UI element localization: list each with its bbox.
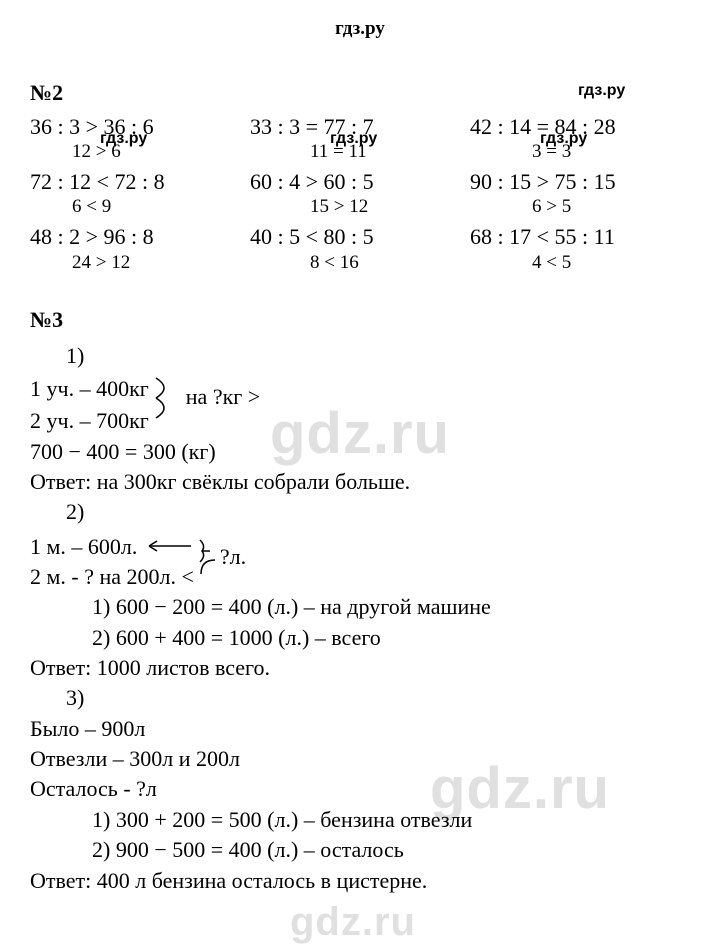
site-title: гдз.ру [30,18,690,40]
bracket-label: на ?кг > [186,384,260,409]
step-line: 1) 300 + 200 = 500 (л.) – бензина отвезл… [30,805,690,835]
step-line: 1) 600 − 200 = 400 (л.) – на другой маши… [30,592,690,622]
comparison-row: 72 : 12 < 72 : 8 [30,169,250,194]
exercise-3-heading: №3 [30,307,690,333]
comparison-row: 60 : 4 > 60 : 5 [250,169,470,194]
comparison-row: 33 : 3 = 77 : 7 [250,114,470,139]
answer-line: Ответ: 400 л бензина осталось в цистерне… [30,866,690,896]
comparison-result: 8 < 16 [250,252,470,274]
exercise-2-grid: 36 : 3 > 36 : 6 12 > 6 72 : 12 < 72 : 8 … [30,114,690,279]
arrow-left-icon [143,538,193,554]
text: 1 м. – 600л. [30,534,137,559]
part-number: 2) [30,497,690,527]
problem-line: 2 уч. – 700кг [30,404,690,436]
bracket-label: ?л. [220,544,246,569]
part-number: 3) [30,683,690,713]
answer-line: Ответ: на 300кг свёклы собрали больше. [30,467,690,497]
problem-line: 2 м. - ? на 200л. < [30,562,690,592]
exercise-2-heading: №2 [30,80,690,106]
problem-line: Отвезли – 300л и 200л [30,744,690,774]
step-line: 2) 900 − 500 = 400 (л.) – осталось [30,835,690,865]
comparison-result: 3 = 3 [470,141,690,163]
comparison-row: 48 : 2 > 96 : 8 [30,224,250,249]
comparison-result: 11 = 11 [250,141,470,163]
calculation-line: 700 − 400 = 300 (кг) [30,437,690,467]
step-line: 2) 600 + 400 = 1000 (л.) – всего [30,623,690,653]
exercise-2-col-2: 33 : 3 = 77 : 7 11 = 11 60 : 4 > 60 : 5 … [250,114,470,279]
problem-line: Было – 900л [30,714,690,744]
part-number: 1) [30,341,690,371]
problem-line: 1 уч. – 400кг на ?кг > [30,372,690,404]
comparison-result: 4 < 5 [470,252,690,274]
comparison-row: 42 : 14 = 84 : 28 [470,114,690,139]
problem-line: Осталось - ?л [30,774,690,804]
exercise-2-col-3: 42 : 14 = 84 : 28 3 = 3 90 : 15 > 75 : 1… [470,114,690,279]
arrow-hook-icon [199,556,221,578]
comparison-result: 12 > 6 [30,141,250,163]
watermark-large: gdz.ru [290,900,416,945]
text: 2 м. - ? на 200л. < [30,564,194,589]
text: 1 уч. – 400кг [30,376,149,401]
text: 2 уч. – 700кг [30,408,149,433]
comparison-result: 6 > 5 [470,196,690,218]
comparison-row: 90 : 15 > 75 : 15 [470,169,690,194]
comparison-result: 15 > 12 [250,196,470,218]
comparison-result: 6 < 9 [30,196,250,218]
comparison-row: 68 : 17 < 55 : 11 [470,224,690,249]
comparison-row: 40 : 5 < 80 : 5 [250,224,470,249]
answer-line: Ответ: 1000 листов всего. [30,653,690,683]
problem-line: 1 м. – 600л. ?л. [30,528,690,562]
exercise-2-col-1: 36 : 3 > 36 : 6 12 > 6 72 : 12 < 72 : 8 … [30,114,250,279]
comparison-row: 36 : 3 > 36 : 6 [30,114,250,139]
bracket-icon [154,396,180,420]
comparison-result: 24 > 12 [30,252,250,274]
